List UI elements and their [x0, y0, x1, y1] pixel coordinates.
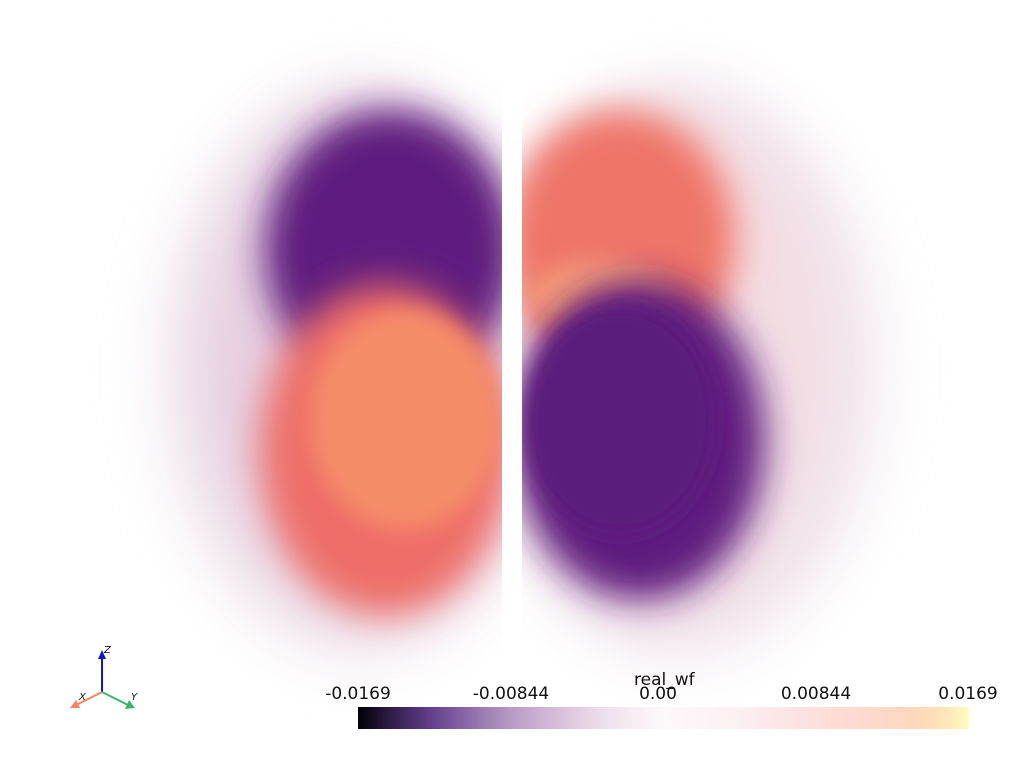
orientation-axes: Z X Y [60, 640, 150, 720]
y-axis-line [101, 691, 129, 706]
x-axis-label: X [79, 692, 86, 703]
z-axis-arrow [98, 650, 106, 659]
z-axis-label: Z [104, 645, 111, 656]
scalar-bar-gradient [358, 707, 969, 729]
scalar-bar-tick-q1: -0.00844 [472, 684, 550, 704]
right-lobe [522, 80, 880, 660]
x-axis-line [75, 691, 103, 706]
scalar-bar-tick-q3: 0.00844 [780, 684, 852, 704]
scalar-bar-title: real_wf [634, 670, 695, 690]
x-axis-arrow [70, 700, 80, 708]
left-lobe [160, 80, 502, 660]
scalar-bar-tick-mid: 0.00 [639, 684, 677, 704]
y-axis-label: Y [131, 692, 138, 703]
scalar-bar-tick-max: 0.0169 [938, 684, 998, 704]
y-axis-arrow [125, 700, 135, 709]
scalar-bar: real_wf -0.0169 -0.00844 0.00 0.00844 0.… [300, 668, 1020, 738]
scalar-bar-tick-min: -0.0169 [325, 684, 391, 704]
